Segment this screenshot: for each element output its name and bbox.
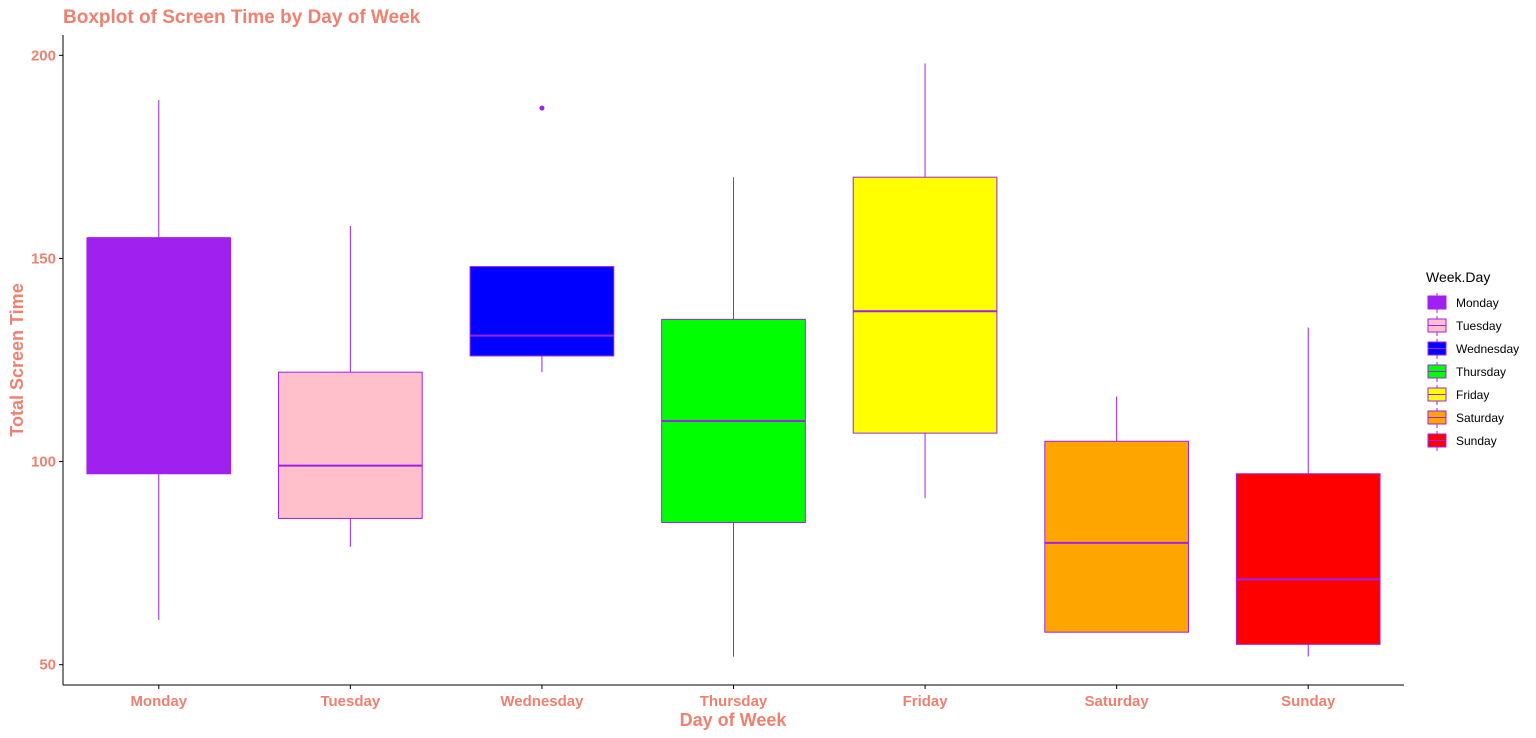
y-tick-label: 50 (39, 657, 56, 674)
x-tick-label: Friday (903, 693, 949, 710)
y-tick-label: 150 (31, 250, 56, 267)
x-tick-label: Saturday (1085, 693, 1150, 710)
chart-title: Boxplot of Screen Time by Day of Week (63, 7, 421, 28)
y-axis-ticks: 50 100 150 200 (31, 47, 63, 674)
y-tick-label: 100 (31, 454, 56, 471)
box-iqr (86, 237, 232, 475)
legend-item-saturday: Saturday (1427, 408, 1504, 428)
legend-label: Sunday (1456, 434, 1497, 448)
legend-item-sunday: Sunday (1427, 431, 1497, 451)
legend-item-friday: Friday (1427, 385, 1489, 405)
legend-title: Week.Day (1426, 269, 1490, 285)
x-tick-label: Monday (130, 693, 187, 710)
box-thursday (661, 177, 806, 657)
box-iqr (1235, 473, 1381, 645)
legend: Week.Day Monday Tuesday Wednesday Thursday F… (1426, 269, 1519, 451)
box-wednesday (469, 105, 615, 373)
box-tuesday (278, 225, 423, 547)
box-iqr (1044, 440, 1189, 633)
legend-label: Wednesday (1456, 342, 1519, 356)
outlier-point (539, 105, 545, 111)
legend-item-wednesday: Wednesday (1427, 339, 1519, 359)
x-tick-label: Wednesday (500, 693, 584, 710)
legend-item-tuesday: Tuesday (1427, 316, 1502, 336)
legend-label: Friday (1456, 388, 1489, 402)
box-sunday (1235, 327, 1381, 657)
x-tick-label: Tuesday (320, 693, 380, 710)
legend-label: Saturday (1456, 411, 1504, 425)
box-monday (86, 100, 232, 620)
x-tick-label: Sunday (1281, 693, 1336, 710)
box-iqr (469, 266, 615, 357)
y-tick-label: 200 (31, 47, 56, 64)
legend-label: Monday (1456, 296, 1499, 310)
legend-item-thursday: Thursday (1427, 362, 1506, 382)
box-iqr (278, 371, 423, 519)
y-axis-label: Total Screen Time (7, 283, 27, 436)
x-axis-ticks: Monday Tuesday Wednesday Thursday Friday Satu… (130, 685, 1336, 710)
x-axis-label: Day of Week (680, 710, 788, 730)
plot-area (86, 63, 1381, 657)
x-tick-label: Thursday (700, 693, 768, 710)
legend-label: Thursday (1456, 365, 1506, 379)
legend-item-monday: Monday (1427, 293, 1499, 313)
legend-items: Monday Tuesday Wednesday Thursday Friday Satu… (1427, 293, 1519, 451)
box-saturday (1044, 396, 1189, 633)
box-friday (852, 63, 998, 499)
box-iqr (852, 176, 998, 434)
legend-label: Tuesday (1456, 319, 1502, 333)
